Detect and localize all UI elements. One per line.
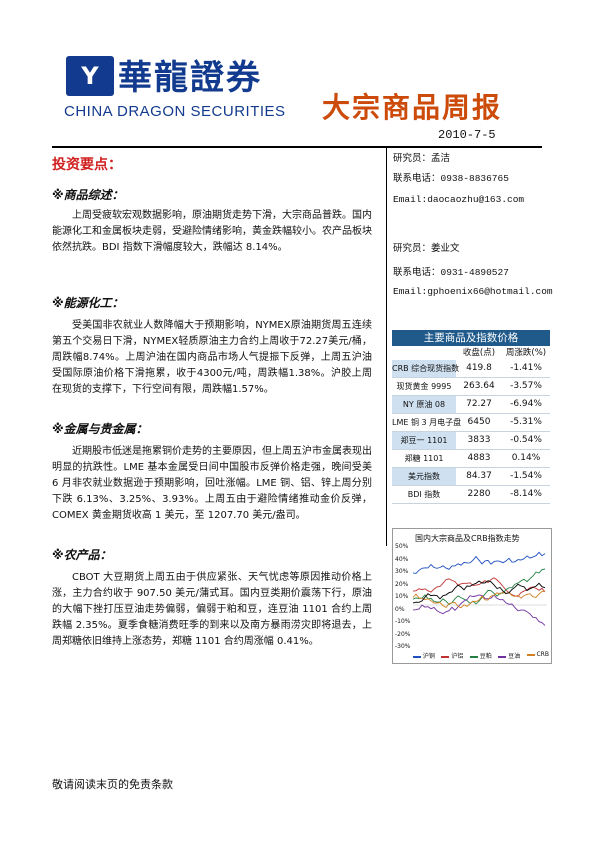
block-text-agri: CBOT 大豆期货上周五由于供应紧张、天气忧虑等原因推动价格上涨，主力合约收于 … xyxy=(52,572,372,647)
legend-item: 沪铝 xyxy=(441,651,463,660)
section-title: 投资要点： xyxy=(52,157,122,173)
legend-item: 豆油 xyxy=(498,651,520,660)
table-title: 主要商品及指数价格 xyxy=(392,330,550,346)
row-name: 郑糖 1101 xyxy=(404,454,444,463)
row-name: 现货黄金 9995 xyxy=(396,382,452,391)
company-logo-mark: Y xyxy=(66,56,114,96)
column-separator xyxy=(386,146,387,546)
row-change: -3.57% xyxy=(510,381,542,391)
chart-y-axis: 50% 40% 30% 20% 10% 0% -10% -20% -30% xyxy=(395,543,413,651)
col-change-header: 周涨跌(%) xyxy=(505,348,547,358)
series-line xyxy=(413,577,546,597)
col-close-header: 收盘(点) xyxy=(462,348,496,358)
row-close: 6450 xyxy=(467,417,491,427)
block-title-metals: ※金属与贵金属： xyxy=(52,422,148,436)
researcher-2-name: 研究员：姜业文 xyxy=(393,243,460,254)
legend-item: 沪铜 xyxy=(413,651,435,660)
y-tick-label: 30% xyxy=(395,568,409,575)
block-text-energy: 受美国非农就业人数降幅大于预期影响，NYMEX原油期货周五连续第五个交易日下滑，… xyxy=(52,320,372,395)
row-name: BDI 指数 xyxy=(407,490,441,499)
row-change: -5.31% xyxy=(510,417,542,427)
series-line xyxy=(413,594,546,626)
researcher-1-phone: 联系电话：0938-8836765 xyxy=(393,173,509,184)
row-change: -1.41% xyxy=(510,363,542,373)
row-close: 3833 xyxy=(467,435,491,445)
chart-title: 国内大宗商品及CRB指数走势 xyxy=(415,534,520,543)
row-name: 郑豆一 1101 xyxy=(392,432,456,449)
y-tick-label: 0% xyxy=(395,605,405,613)
table-header-row: 收盘(点) 周涨跌(%) xyxy=(392,346,550,360)
table-row: 郑豆一 1101 3833 -0.54% xyxy=(392,432,550,450)
y-tick-label: -30% xyxy=(395,643,411,650)
report-date: 2010-7-5 xyxy=(438,128,496,142)
table-row: 郑糖 1101 4883 0.14% xyxy=(392,450,550,468)
table-row: CRB 综合现货指数 419.8 -1.41% xyxy=(392,360,550,378)
y-tick-label: 10% xyxy=(395,593,409,600)
series-line xyxy=(413,568,546,605)
table-row: NY 原油 08 72.27 -6.94% xyxy=(392,396,550,414)
row-name: LME 铜 3 月电子盘 xyxy=(392,418,462,427)
row-change: -0.54% xyxy=(510,435,542,445)
row-close: 419.8 xyxy=(466,363,492,373)
block-text-overview: 上周受疲软宏观数据影响，原油期货走势下滑，大宗商品普跌。国内能源化工和金属板块走… xyxy=(52,210,372,253)
series-line xyxy=(413,590,546,609)
row-name: CRB 综合现货指数 xyxy=(392,360,459,377)
row-close: 263.64 xyxy=(463,381,495,391)
legend-item: CRB xyxy=(526,651,549,660)
row-name: 美元指数 xyxy=(392,468,456,485)
series-line xyxy=(413,580,546,604)
disclaimer-note: 敬请阅读末页的免责条款 xyxy=(52,778,173,791)
row-close: 2280 xyxy=(467,489,491,499)
report-title: 大宗商品周报 xyxy=(322,91,503,124)
row-close: 72.27 xyxy=(466,399,492,409)
y-tick-label: 50% xyxy=(395,543,409,550)
table-row: 现货黄金 9995 263.64 -3.57% xyxy=(392,378,550,396)
y-tick-label: 40% xyxy=(395,555,409,563)
y-tick-label: -10% xyxy=(395,618,411,625)
block-title-agri: ※农产品： xyxy=(52,548,112,562)
legend-item: 豆粕 xyxy=(469,651,492,660)
row-name: NY 原油 08 xyxy=(392,396,456,413)
row-change: -1.54% xyxy=(510,471,542,481)
row-change: -8.14% xyxy=(510,489,542,499)
row-close: 4883 xyxy=(467,453,491,463)
block-title-energy: ※能源化工： xyxy=(52,296,124,310)
block-text-metals: 近期股市低迷是拖累铜价走势的主要原因，但上周五沪市金属表现出明显的抗跌性。LME… xyxy=(52,446,372,521)
block-title-overview: ※商品综述： xyxy=(52,188,124,202)
y-tick-label: 20% xyxy=(395,580,409,588)
table-row: LME 铜 3 月电子盘 6450 -5.31% xyxy=(392,414,550,432)
company-name-en: CHINA DRAGON SECURITIES xyxy=(64,103,286,120)
table-row: 美元指数 84.37 -1.54% xyxy=(392,468,550,486)
header-rule xyxy=(52,146,542,148)
chart-legend: 沪铜 沪铝 豆粕 豆油 CRB xyxy=(413,651,549,660)
price-table: 主要商品及指数价格 收盘(点) 周涨跌(%) CRB 综合现货指数 419.8 -1… xyxy=(392,330,550,504)
researcher-1-email[interactable]: Email:daocaozhu@163.com xyxy=(393,194,525,205)
logo-glyph: Y xyxy=(81,62,99,90)
row-change: -6.94% xyxy=(510,399,542,409)
researcher-2-email[interactable]: Email:gphoenix66@hotmail.com xyxy=(393,286,553,297)
trend-chart: 国内大宗商品及CRB指数走势 50% 40% 30% 20% 10% 0% -10% -20%… xyxy=(392,528,552,664)
company-name-cn: 華龍證券 xyxy=(118,58,262,98)
series-line xyxy=(413,551,546,574)
researcher-1-name: 研究员：孟洁 xyxy=(393,153,451,164)
researcher-2-phone: 联系电话：0931-4890527 xyxy=(393,267,509,278)
table-row: BDI 指数 2280 -8.14% xyxy=(392,486,550,504)
y-tick-label: -20% xyxy=(395,630,411,638)
chart-plot xyxy=(413,551,547,626)
row-change: 0.14% xyxy=(511,453,541,463)
row-close: 84.37 xyxy=(466,471,492,481)
